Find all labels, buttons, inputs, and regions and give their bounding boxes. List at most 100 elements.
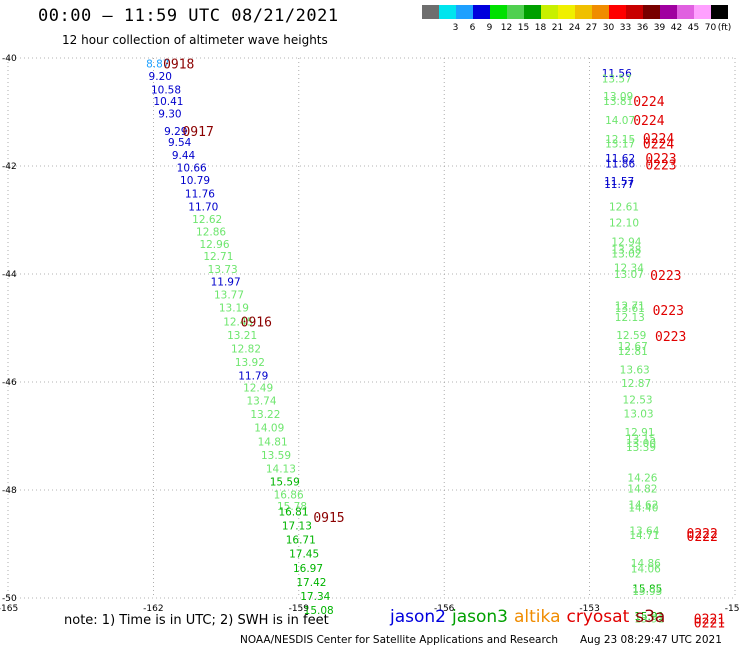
satellite-label: jason2 (390, 607, 446, 627)
legend-swatch (558, 5, 575, 19)
wave-height-value: 9.29 (164, 126, 187, 138)
legend-swatch (592, 5, 609, 19)
legend-label: 33 (619, 23, 632, 33)
wave-height-value: 12.86 (196, 226, 226, 238)
pass-date-label: 0918 (163, 57, 194, 72)
wave-height-value: 10.79 (180, 175, 210, 187)
legend-swatch (524, 5, 541, 19)
wave-height-value: 11.70 (188, 202, 218, 214)
wave-height-value: 11.77 (604, 179, 634, 191)
wave-height-value: 10.58 (151, 84, 181, 96)
wave-height-value: 12.71 (615, 300, 645, 312)
legend-swatch (711, 5, 728, 19)
wave-height-value: 15.95 (632, 586, 662, 598)
pass-date-label: 0222 (687, 527, 718, 542)
y-tick-label: -44 (2, 270, 17, 280)
wave-height-value: 13.63 (620, 365, 650, 377)
wave-height-value: 14.81 (258, 436, 288, 448)
legend-label: 42 (670, 23, 683, 33)
wave-height-value: 14.26 (627, 473, 657, 485)
satellite-legend: jason2 jason3 altika cryosat s3a (390, 607, 671, 627)
wave-height-value: 17.42 (296, 577, 326, 589)
pass-date-label: 0223 (645, 158, 676, 173)
pass-date-label: 0223 (653, 304, 684, 319)
wave-height-value: 9.30 (158, 109, 181, 121)
wave-height-value: 9.44 (172, 150, 196, 162)
wave-height-value: 11.62 (605, 153, 635, 165)
legend-label: 3 (452, 23, 459, 33)
wave-height-value: 12.62 (192, 214, 222, 226)
wave-height-value: 13.19 (219, 302, 249, 314)
wave-height-value: 13.00 (626, 438, 656, 450)
wave-height-value: 13.73 (208, 264, 238, 276)
wave-height-value: 14.86 (631, 558, 661, 570)
legend-swatch (677, 5, 694, 19)
y-tick-label: -48 (2, 486, 17, 496)
wave-height-value: 13.03 (624, 408, 654, 420)
wave-height-value: 15.85 (632, 583, 662, 595)
wave-height-value: 10.66 (177, 163, 207, 175)
wave-height-value: 13.39 (626, 442, 656, 454)
page-subtitle: 12 hour collection of altimeter wave hei… (62, 33, 328, 47)
wave-height-value: 12.15 (605, 134, 635, 146)
legend-label: 9 (486, 23, 493, 33)
wave-height-value: 12.71 (203, 251, 233, 263)
wave-height-value: 13.64 (629, 526, 659, 538)
wave-height-value: 12.45 (223, 317, 253, 329)
wave-height-value: 12.10 (609, 218, 639, 230)
note-text: note: 1) Time is in UTC; 2) SWH is in fe… (64, 613, 329, 628)
wave-height-value: 12.53 (623, 394, 653, 406)
wave-height-value: 14.82 (627, 483, 657, 495)
legend-swatch (609, 5, 626, 19)
wave-height-value: 17.45 (289, 549, 319, 561)
wave-height-value: 13.92 (235, 357, 265, 369)
wave-height-value: 13.38 (611, 245, 641, 257)
wave-height-value: 11.76 (185, 189, 215, 201)
wave-height-value: 16.86 (274, 489, 304, 501)
legend-label: 24 (568, 23, 581, 33)
wave-height-value: 13.22 (250, 409, 280, 421)
wave-height-value: 14.13 (266, 463, 296, 475)
pass-date-label: 0915 (313, 511, 344, 526)
legend-label: 18 (534, 23, 547, 33)
wave-height-value: 13.09 (603, 91, 633, 103)
pass-date-label: 0223 (645, 152, 676, 167)
pass-date-label: 0224 (633, 114, 664, 129)
pass-date-label: 0222 (687, 530, 718, 545)
page-title: 00:00 – 11:59 UTC 08/21/2021 (38, 6, 339, 26)
wave-height-value: 11.56 (602, 68, 632, 80)
legend-swatch (422, 5, 439, 19)
pass-date-label: 0221 (694, 616, 725, 631)
legend-label: 6 (469, 23, 476, 33)
wave-height-value: 12.81 (618, 346, 648, 358)
wave-height-value: 14.07 (605, 115, 635, 127)
pass-date-label: 0916 (241, 316, 272, 331)
y-tick-label: -40 (2, 54, 17, 64)
wave-height-value: 9.20 (149, 71, 172, 83)
x-tick-label: -159 (289, 604, 310, 614)
wave-height-value: 15.08 (304, 605, 334, 617)
wave-height-value: 11.57 (604, 176, 634, 188)
legend-label: 36 (636, 23, 649, 33)
wave-height-value: 9.54 (168, 137, 192, 149)
footer-credit: NOAA/NESDIS Center for Satellite Applica… (240, 634, 558, 646)
wave-height-value: 13.74 (246, 395, 276, 407)
legend-swatch (660, 5, 677, 19)
wave-height-value: 14.40 (628, 502, 658, 514)
pass-date-label: 0221 (694, 613, 725, 628)
x-tick-label: -165 (0, 604, 18, 614)
wave-height-value: 14.09 (254, 422, 284, 434)
legend-label: 70 (704, 23, 717, 33)
x-tick-label: -153 (579, 604, 599, 614)
wave-height-value: 12.59 (616, 330, 646, 342)
legend-swatch (456, 5, 473, 19)
wave-height-value: 12.13 (615, 312, 645, 324)
wave-height-value: 12.96 (199, 239, 229, 251)
satellite-label: cryosat (566, 607, 630, 627)
wave-height-value: 14.71 (629, 530, 659, 542)
wave-height-value: 10.41 (153, 96, 183, 108)
footer-timestamp: Aug 23 08:29:47 UTC 2021 (580, 634, 722, 646)
x-tick-label: -156 (434, 604, 455, 614)
legend-swatch (507, 5, 524, 19)
